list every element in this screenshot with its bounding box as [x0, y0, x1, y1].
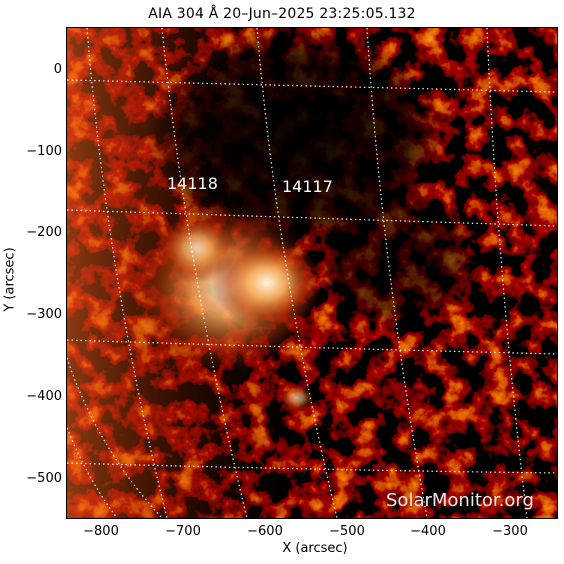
- x-tick-label: −300: [492, 524, 528, 539]
- x-tick-label: −600: [247, 524, 283, 539]
- plot-frame: [66, 27, 558, 519]
- watermark: SolarMonitor.org: [386, 490, 534, 511]
- x-tick-label: −700: [165, 524, 201, 539]
- y-tick-label: −300: [26, 307, 62, 322]
- x-tick-label: −800: [83, 524, 119, 539]
- y-tick-label: −100: [26, 144, 62, 159]
- x-tick-label: −400: [410, 524, 446, 539]
- x-axis-label: X (arcsec): [282, 541, 348, 556]
- y-axis-label: Y (arcsec): [2, 247, 18, 312]
- active-region-label-14118: 14118: [167, 174, 218, 193]
- y-tick-label: −200: [26, 225, 62, 240]
- active-region-label-14117: 14117: [282, 177, 333, 196]
- image-title: AIA 304 Å 20–Jun–2025 23:25:05.132: [148, 6, 416, 22]
- y-tick-label: −400: [26, 389, 62, 404]
- y-tick-label: −500: [26, 471, 62, 486]
- y-tick-label: 0: [53, 62, 62, 77]
- solar-image: 14118 14117: [67, 28, 557, 518]
- x-tick-label: −500: [329, 524, 365, 539]
